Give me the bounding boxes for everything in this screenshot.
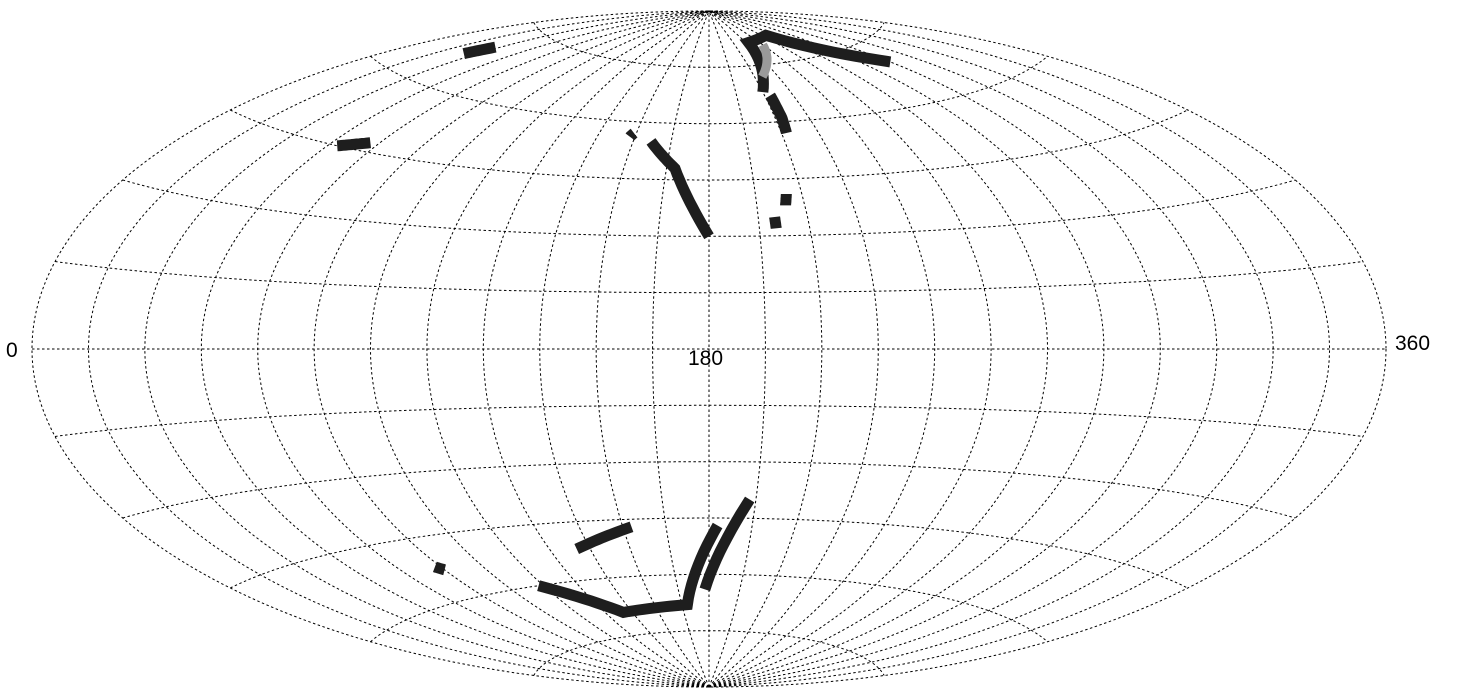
parallel--75: [533, 630, 885, 676]
data-region-6: [758, 42, 772, 79]
data-region-2: [336, 137, 372, 152]
parallel-60: [370, 55, 1048, 125]
data-region-12: [574, 521, 634, 554]
data-region-10: [432, 561, 446, 576]
tick-label-0: 0: [6, 339, 18, 362]
meridian-240: [708, 10, 936, 688]
parallel--45: [230, 517, 1188, 589]
data-region-13: [699, 496, 755, 592]
meridian-315: [708, 10, 1218, 688]
data-region-4: [646, 138, 714, 240]
meridian-195: [708, 10, 766, 688]
meridian-135: [539, 10, 710, 688]
parallel--30: [122, 461, 1296, 519]
data-region-7: [765, 92, 792, 135]
meridian-300: [708, 10, 1161, 688]
parallel-75: [533, 22, 885, 68]
tick-label-360: 360: [1395, 332, 1430, 355]
tick-label-180: 180: [688, 347, 723, 370]
data-regions: [336, 29, 892, 619]
meridian-210: [708, 10, 823, 688]
parallel-45: [230, 109, 1188, 181]
data-region-3: [625, 128, 638, 141]
tick-labels: 0 180 360: [6, 332, 1430, 370]
parallel-15: [55, 261, 1363, 294]
meridian-330: [708, 10, 1274, 688]
data-region-1: [462, 41, 497, 59]
map-outline: [31, 10, 1387, 688]
parallel--15: [55, 404, 1363, 437]
data-region-8: [780, 194, 792, 206]
data-region-9: [769, 216, 782, 229]
data-region-5: [739, 29, 892, 93]
data-region-11: [537, 522, 723, 619]
